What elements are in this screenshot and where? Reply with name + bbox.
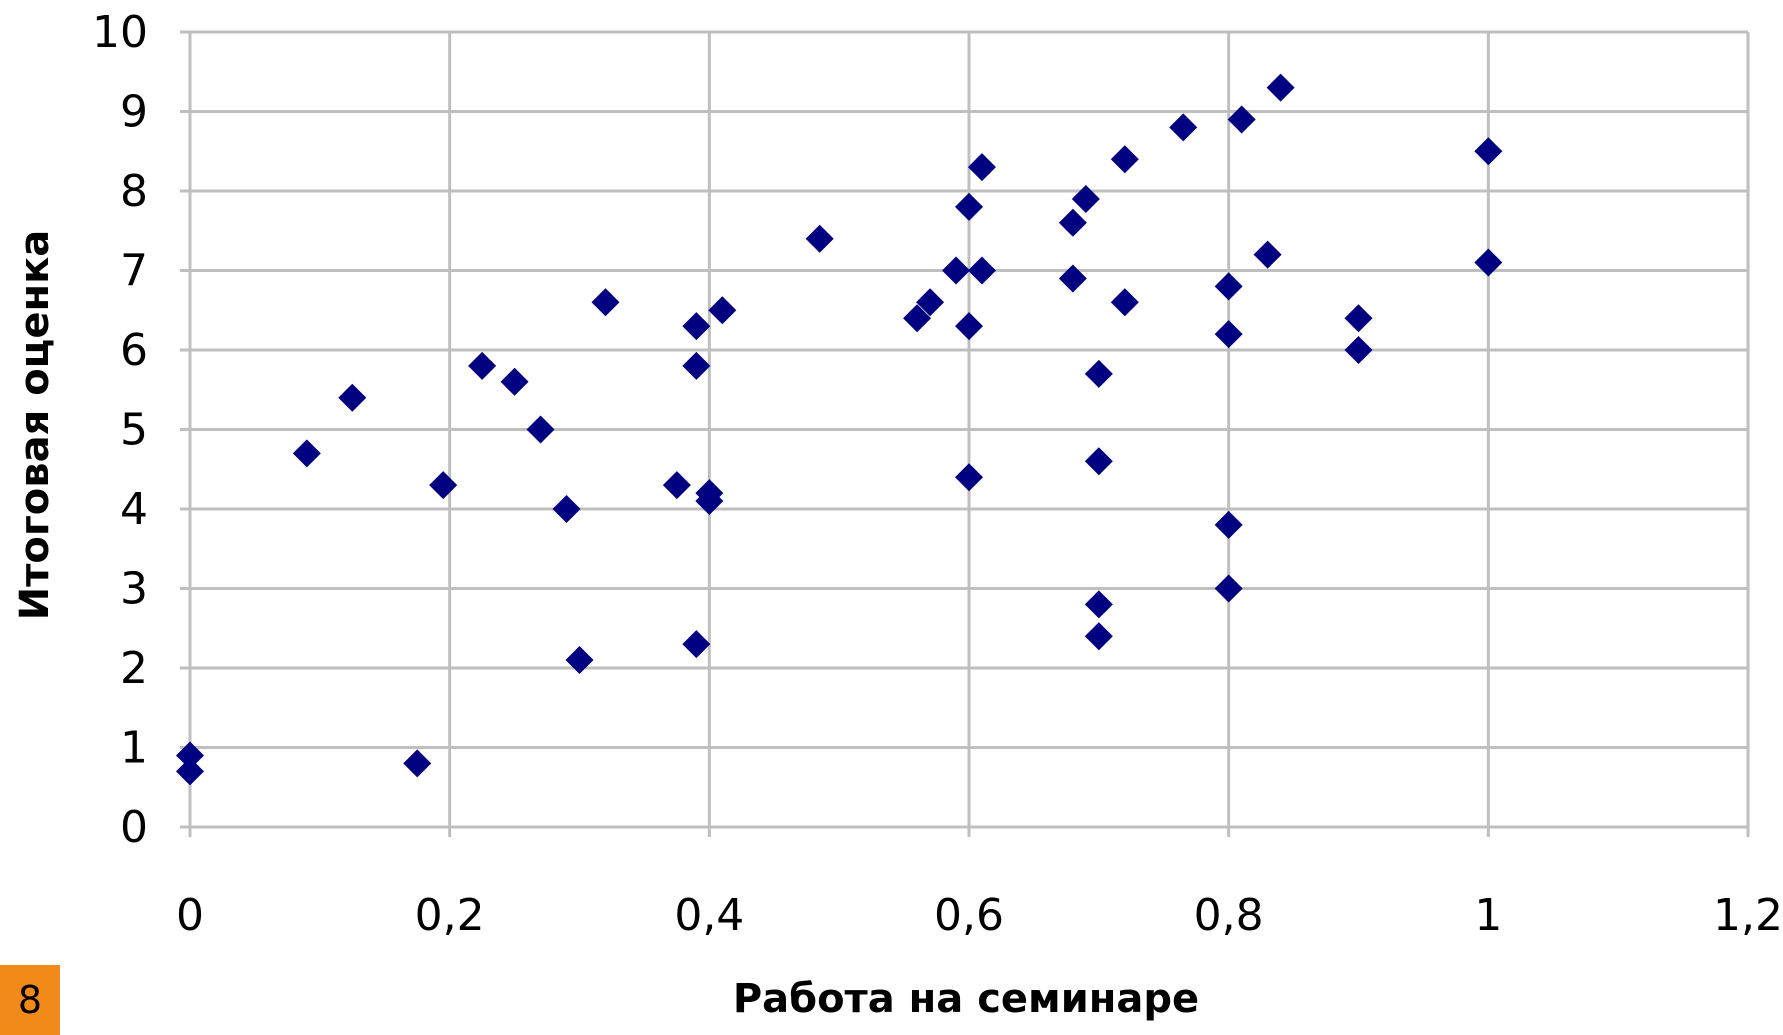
scatter-point <box>955 192 983 221</box>
y-tick-label: 7 <box>120 246 148 297</box>
scatter-point <box>176 741 204 770</box>
gridlines <box>180 30 1750 837</box>
scatter-point <box>176 757 204 786</box>
x-tick-label: 0,2 <box>415 890 485 941</box>
scatter-point <box>955 312 983 341</box>
scatter-point <box>552 495 581 523</box>
scatter-point <box>500 367 529 396</box>
tick-labels: 0 0,2 0,4 0,6 0,8 1 1,2 0 1 2 3 4 5 6 7 8 9 10 <box>92 7 1783 941</box>
y-tick-label: 5 <box>120 405 148 456</box>
scatter-point <box>1110 288 1139 317</box>
scatter-point <box>1169 113 1198 142</box>
data-points <box>176 73 1503 786</box>
scatter-point <box>1214 574 1243 603</box>
y-tick-label: 8 <box>120 166 148 217</box>
scatter-point <box>967 153 996 182</box>
scatter-point <box>1214 510 1243 539</box>
scatter-point <box>1084 622 1113 651</box>
y-tick-label: 3 <box>120 564 148 615</box>
x-tick-label: 1 <box>1474 890 1502 941</box>
scatter-point <box>429 471 458 500</box>
scatter-point <box>942 256 971 285</box>
scatter-point <box>682 351 711 380</box>
scatter-point <box>1474 248 1503 277</box>
scatter-point <box>1474 137 1503 166</box>
scatter-point <box>403 749 432 778</box>
scatter-point <box>1344 336 1373 364</box>
scatter-point <box>916 288 945 317</box>
scatter-point <box>1253 240 1282 269</box>
x-tick-label: 0,6 <box>934 890 1004 941</box>
scatter-point <box>1110 145 1139 174</box>
scatter-point <box>662 471 691 500</box>
scatter-point <box>955 463 983 492</box>
scatter-point <box>1084 359 1113 388</box>
scatter-point <box>695 487 724 516</box>
y-tick-label: 0 <box>120 802 148 853</box>
y-tick-label: 4 <box>120 484 148 535</box>
scatter-point <box>903 304 932 333</box>
x-tick-label: 0,8 <box>1194 890 1264 941</box>
page-number-badge: 8 <box>0 965 60 1035</box>
scatter-point <box>1071 184 1100 213</box>
scatter-point <box>1058 264 1087 293</box>
scatter-point <box>338 383 367 412</box>
scatter-point <box>1084 447 1113 476</box>
x-tick-label: 0,4 <box>674 890 744 941</box>
scatter-point <box>468 351 497 380</box>
y-tick-label: 6 <box>120 325 148 376</box>
y-tick-label: 2 <box>120 643 148 694</box>
scatter-point <box>1084 590 1113 619</box>
scatter-point <box>1344 304 1373 333</box>
x-tick-label: 0 <box>176 890 204 941</box>
x-tick-label: 1,2 <box>1713 890 1783 941</box>
scatter-point <box>967 256 996 285</box>
y-tick-label: 10 <box>92 7 148 58</box>
scatter-point <box>708 296 737 325</box>
x-axis-title: Работа на семинаре <box>733 976 1199 1022</box>
scatter-point <box>805 224 834 253</box>
scatter-point <box>1214 320 1243 349</box>
scatter-point <box>591 288 620 317</box>
scatter-point <box>682 312 711 341</box>
scatter-point <box>1266 73 1295 102</box>
y-tick-label: 9 <box>120 87 148 138</box>
scatter-point <box>526 415 555 444</box>
y-axis-title: Итоговая оценка <box>12 230 58 620</box>
y-tick-label: 1 <box>120 723 148 774</box>
scatter-point <box>1214 272 1243 301</box>
scatter-point <box>565 646 594 675</box>
scatter-point <box>1058 208 1087 237</box>
scatter-point <box>682 630 711 659</box>
scatter-point <box>1227 105 1256 134</box>
scatter-point <box>292 439 321 468</box>
